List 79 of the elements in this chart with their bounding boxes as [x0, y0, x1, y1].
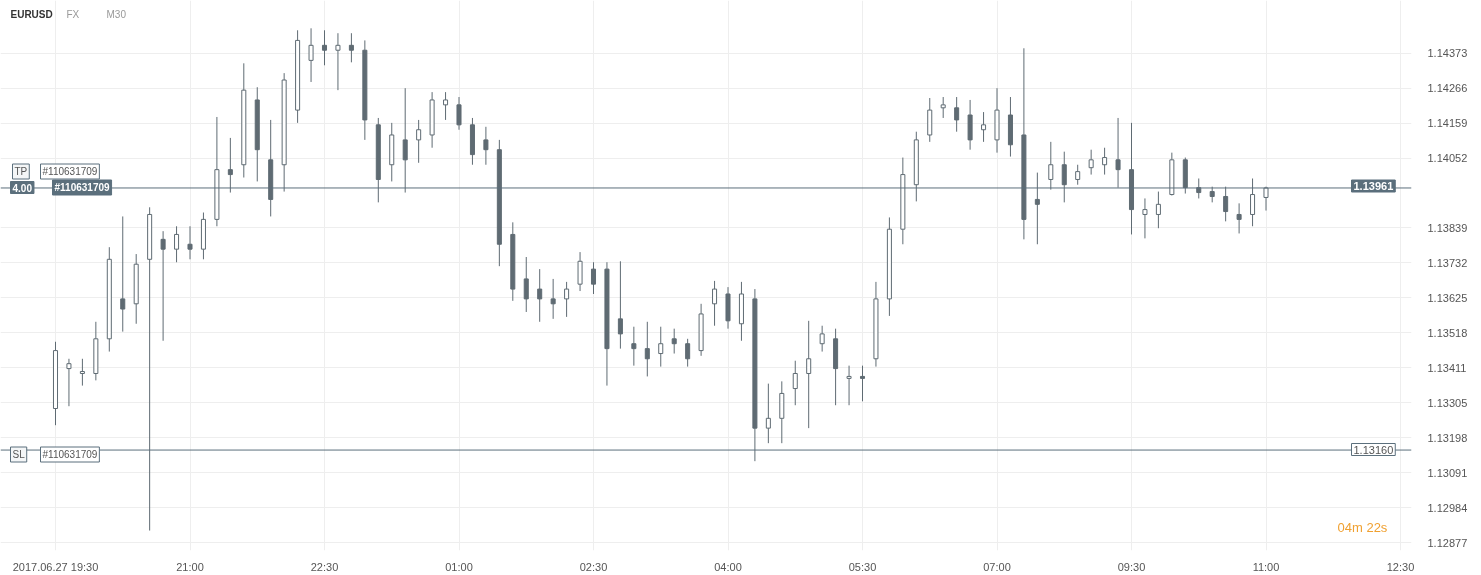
y-tick-label: 1.12877	[1427, 536, 1468, 549]
candlestick	[1236, 202, 1242, 234]
y-tick-label: 1.13732	[1427, 256, 1468, 269]
candlestick	[846, 365, 852, 406]
candlestick	[1075, 164, 1081, 186]
candlestick	[416, 119, 422, 164]
candlestick	[819, 325, 825, 353]
candlestick	[537, 268, 543, 323]
x-tick-label: 04:00	[714, 560, 742, 573]
annotation: #110631709	[42, 166, 98, 177]
y-tick-label: 1.13198	[1427, 431, 1468, 444]
candlestick	[954, 96, 960, 133]
candlestick	[685, 338, 691, 368]
candlestick	[79, 358, 85, 387]
annotation: #110631709	[42, 449, 98, 460]
candlestick	[590, 261, 597, 295]
y-tick-label: 1.14373	[1427, 47, 1468, 60]
candlestick	[765, 383, 771, 444]
x-tick-label: 22:30	[310, 560, 339, 573]
y-tick-label: 1.13625	[1427, 291, 1468, 304]
x-tick-label: 21:00	[176, 560, 204, 573]
x-tick-label: 02:30	[579, 560, 608, 573]
ref-line-label: 1.13961	[1353, 180, 1394, 192]
candlestick	[631, 326, 637, 367]
candlestick	[120, 215, 126, 333]
x-tick-label: 01:00	[445, 560, 473, 573]
annotation: M30	[106, 9, 127, 20]
x-tick-label: 12:30	[1386, 560, 1415, 573]
candlestick	[550, 278, 556, 320]
y-tick-label: 1.13305	[1427, 396, 1468, 409]
text: 4.00	[12, 182, 33, 194]
candlestick	[187, 225, 193, 260]
annotation: FX	[66, 9, 80, 20]
candlestick	[617, 260, 623, 350]
y-tick-label: 1.14159	[1427, 117, 1468, 130]
candlestick	[456, 96, 462, 131]
candlestick	[940, 96, 946, 119]
x-tick-label: 09:30	[1117, 560, 1146, 573]
candlestick	[335, 32, 341, 91]
candlestick	[712, 280, 718, 327]
y-tick-label: 1.13091	[1427, 466, 1468, 479]
candlestick	[564, 281, 570, 318]
y-tick-label: 1.14266	[1427, 82, 1468, 95]
candlestick	[658, 326, 664, 368]
annotation: #110631709	[54, 182, 110, 193]
text: TP	[14, 166, 28, 177]
x-tick-label: 2017.06.27 19:30	[12, 560, 99, 573]
text: EURUSD	[10, 9, 53, 20]
candlestick	[160, 230, 166, 342]
x-tick-label: 11:00	[1252, 560, 1280, 573]
x-tick-label: 07:00	[983, 560, 1011, 573]
candlestick	[792, 360, 798, 406]
y-tick-label: 1.13518	[1427, 326, 1468, 339]
candlestick	[321, 29, 328, 66]
annotation: 04m 22s	[1337, 520, 1388, 535]
candlestick	[483, 126, 489, 166]
y-tick-label: 1.13411	[1427, 361, 1467, 374]
candlestick	[577, 251, 583, 292]
candlestick	[1088, 149, 1094, 176]
candlestick	[443, 91, 449, 121]
y-tick-label: 1.12984	[1427, 501, 1468, 514]
candlestick	[174, 225, 180, 263]
candlestick	[308, 27, 314, 83]
candlestick	[1155, 191, 1161, 229]
candlestick	[644, 321, 650, 377]
candlestick	[981, 111, 987, 143]
candlestick	[348, 32, 354, 63]
ref-line-label: 1.13160	[1353, 443, 1394, 456]
candlestick	[66, 358, 72, 407]
candlestick	[523, 256, 529, 313]
x-tick-label: 05:30	[848, 560, 877, 573]
candlestick	[671, 328, 677, 355]
y-tick-label: 1.13839	[1427, 221, 1468, 234]
y-tick-label: 1.14052	[1427, 152, 1468, 165]
candlestick	[806, 320, 812, 429]
text: SL	[12, 449, 26, 460]
candlestick	[1102, 147, 1108, 176]
candlestick	[859, 365, 866, 402]
candlestick	[1142, 197, 1148, 239]
